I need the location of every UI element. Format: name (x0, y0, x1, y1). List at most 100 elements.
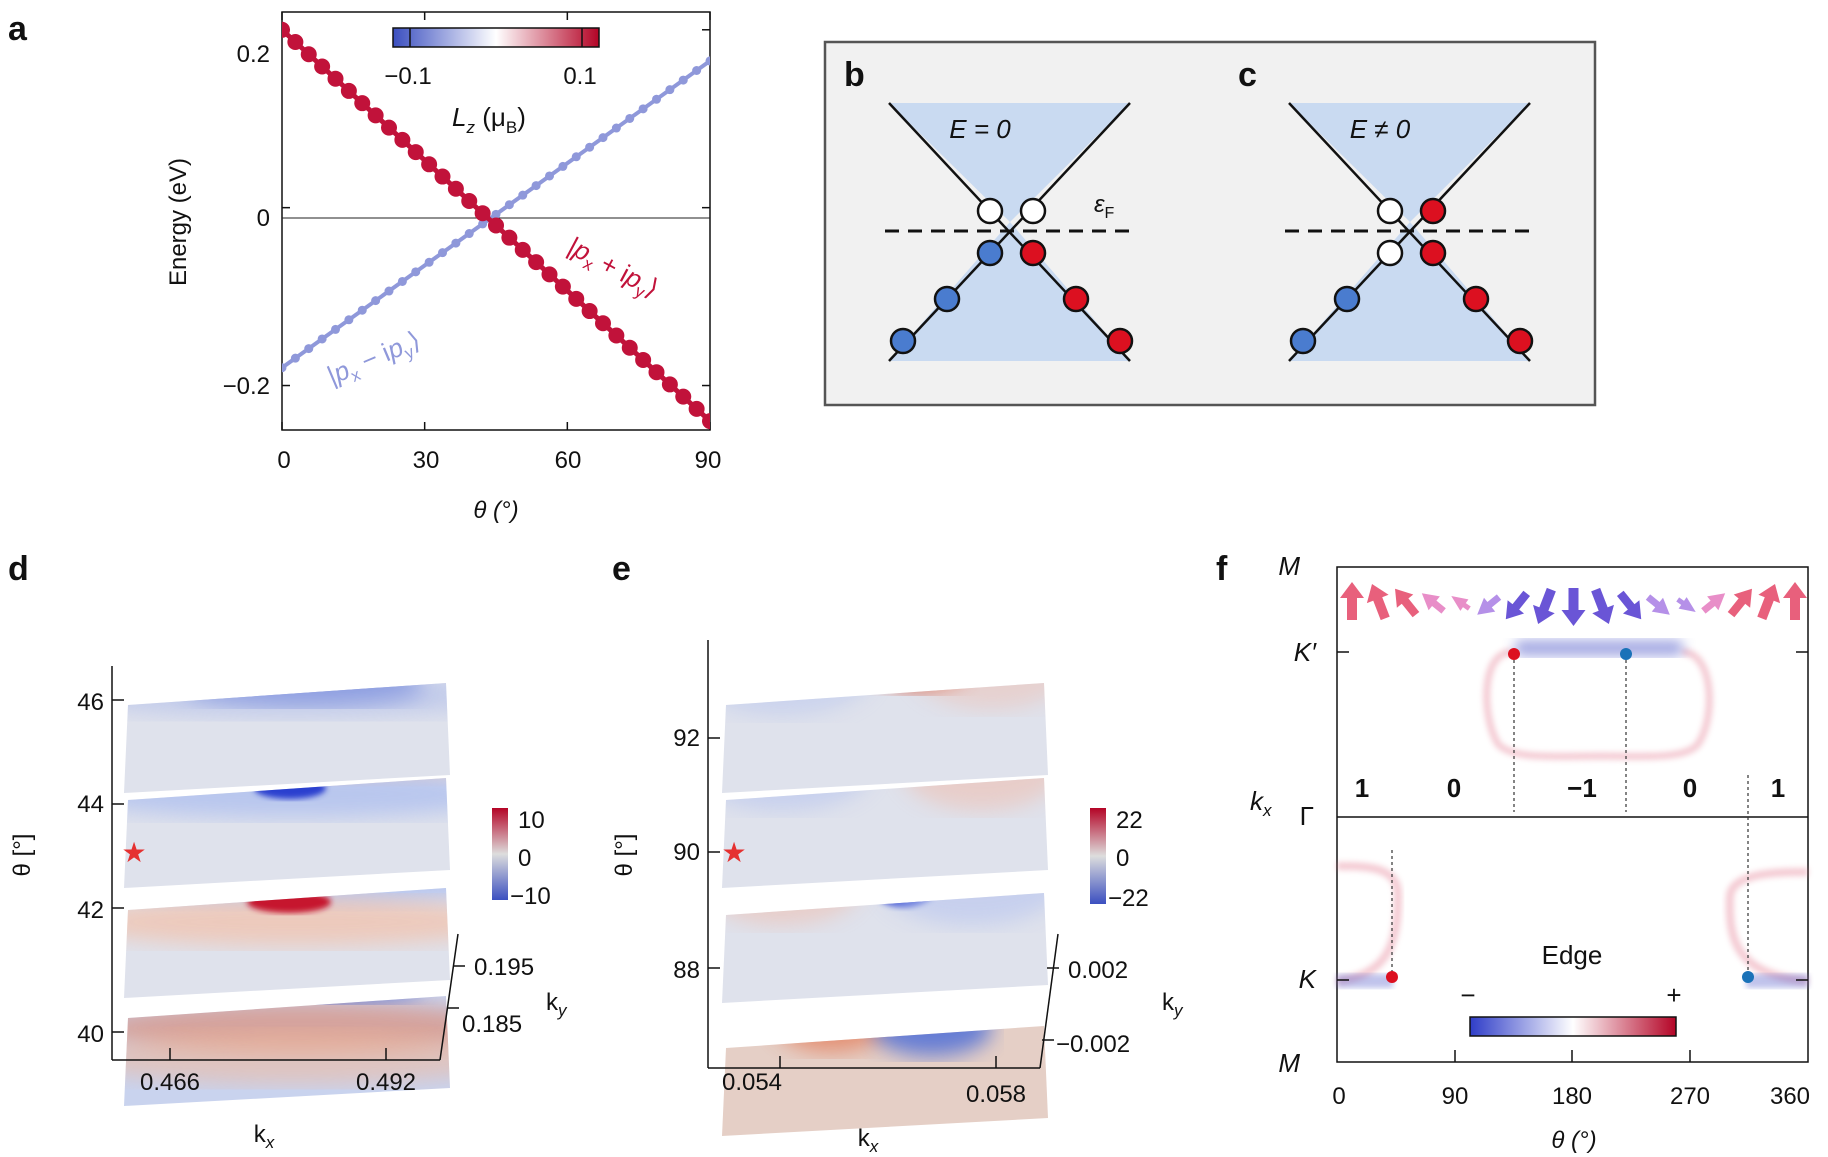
ytick-label: K′ (1294, 637, 1317, 667)
data-point-plus (340, 82, 357, 99)
energy-label-b: E = 0 (949, 114, 1011, 144)
data-point-minus (451, 238, 461, 248)
colorbar-tick: −22 (1108, 885, 1149, 912)
orbital-arrow (1477, 594, 1502, 615)
data-point-plus (287, 34, 304, 51)
blue-state-dot (1333, 285, 1361, 313)
data-point-plus (514, 241, 531, 258)
xtick-label: 30 (413, 447, 440, 474)
colorbar-tick: 10 (518, 807, 545, 834)
orbital-arrow (1616, 590, 1642, 620)
star-marker: ★ (721, 837, 746, 868)
data-point-plus (648, 364, 665, 381)
arrow-row (1340, 582, 1807, 626)
data-point-minus (491, 209, 501, 219)
orbital-arrow (1451, 595, 1471, 611)
xtick-label: 0 (277, 447, 290, 474)
data-point-minus (625, 113, 635, 123)
xtick-label: 360 (1770, 1083, 1810, 1110)
panel-label-e: e (612, 550, 631, 588)
empty-state-dot (1376, 239, 1404, 267)
orbital-arrow (1395, 588, 1420, 618)
colorbar-end-minus: − (1460, 980, 1475, 1010)
red-node (1386, 971, 1398, 983)
data-point-plus (608, 327, 625, 344)
series-label-minus: |px − ipy⟩ (323, 325, 427, 395)
orbital-arrow (1727, 588, 1752, 618)
colorbar-end-plus: + (1666, 980, 1681, 1010)
data-point-minus (652, 94, 661, 104)
colorbar-tick: 0 (518, 845, 531, 872)
xtick-label: 60 (555, 447, 582, 474)
ytick-label: M (1278, 551, 1300, 581)
data-point-plus (554, 278, 571, 295)
x-axis-label-a: θ (°) (473, 497, 518, 524)
panel-a: a 0.2 0 −0.2 0 30 60 90 Energy (eV) θ (°… (8, 10, 721, 524)
panel-bc: b c E = 0 εF E ≠ 0 (823, 40, 1597, 407)
orbital-arrow (1421, 593, 1446, 614)
svg-text:−1: −1 (1567, 773, 1597, 803)
ytick-label: 90 (673, 839, 700, 866)
xtick-label: 0 (1332, 1083, 1345, 1110)
xtick-label: 90 (695, 447, 722, 474)
series-group-a (282, 21, 710, 430)
orbital-arrow (1366, 584, 1390, 621)
kytick-label: 0.195 (474, 954, 534, 981)
data-point-plus (528, 254, 545, 271)
data-point-minus (571, 152, 581, 162)
data-point-minus (665, 85, 675, 95)
data-point-plus (595, 315, 611, 332)
ytick-label: 40 (77, 1021, 104, 1048)
ytick-label: 42 (77, 897, 104, 924)
svg-text:0: 0 (1447, 773, 1461, 803)
data-point-plus (688, 400, 705, 417)
energy-label-c: E ≠ 0 (1350, 114, 1411, 144)
data-point-plus (461, 192, 478, 209)
panel-label-b: b (844, 56, 865, 94)
data-point-plus (367, 107, 384, 124)
svg-text:0: 0 (1683, 773, 1697, 803)
data-point-plus (282, 21, 290, 38)
data-point-minus (424, 257, 434, 267)
y-axis-label-d: θ [°] (9, 834, 36, 877)
ytick-label: Γ (1300, 801, 1314, 831)
edge-segment-upper (1514, 640, 1684, 656)
data-point-plus (447, 180, 464, 197)
ticks-f (1337, 651, 1808, 1062)
y-ticks-e (708, 737, 1059, 1068)
data-point-plus (621, 339, 638, 356)
orbital-arrow (1561, 588, 1586, 626)
red-state-dot (1462, 285, 1490, 313)
svg-text:1: 1 (1771, 773, 1785, 803)
kytick-label: 0.185 (462, 1011, 522, 1038)
data-point-minus (598, 133, 608, 143)
xtick-label: 90 (1442, 1083, 1469, 1110)
xtick-label: 180 (1552, 1083, 1592, 1110)
data-point-minus (357, 305, 367, 315)
region-labels: 1 0 −1 0 1 (1355, 773, 1785, 803)
panel-e: e 92 90 88 θ [°] ★ 0.054 0.058 kx 0.002 … (611, 550, 1184, 1156)
data-point-plus (581, 303, 598, 320)
data-point-minus (518, 190, 528, 200)
colorbar-tick: −0.1 (384, 63, 431, 90)
data-point-plus (407, 144, 424, 161)
data-point-plus (474, 205, 491, 222)
panel-label-d: d (8, 550, 29, 588)
data-point-plus (394, 131, 411, 148)
y-ticks-d (112, 699, 465, 1060)
colorbar-tick: −10 (510, 883, 551, 910)
data-point-minus (678, 75, 688, 85)
data-point-plus (300, 46, 317, 63)
xtick-label: 0.054 (722, 1069, 782, 1096)
data-point-plus (661, 376, 678, 393)
data-point-minus (504, 200, 514, 210)
colorbar-label-a: Lz (μB) (452, 102, 526, 137)
x-axis-label-e: kx (858, 1125, 879, 1156)
data-point-minus (558, 161, 568, 171)
star-marker: ★ (121, 837, 146, 868)
xtick-label: 0.466 (140, 1069, 200, 1096)
colorbar-tick: 0.1 (563, 63, 596, 90)
data-point-minus (692, 66, 702, 76)
data-point-minus (611, 123, 621, 133)
